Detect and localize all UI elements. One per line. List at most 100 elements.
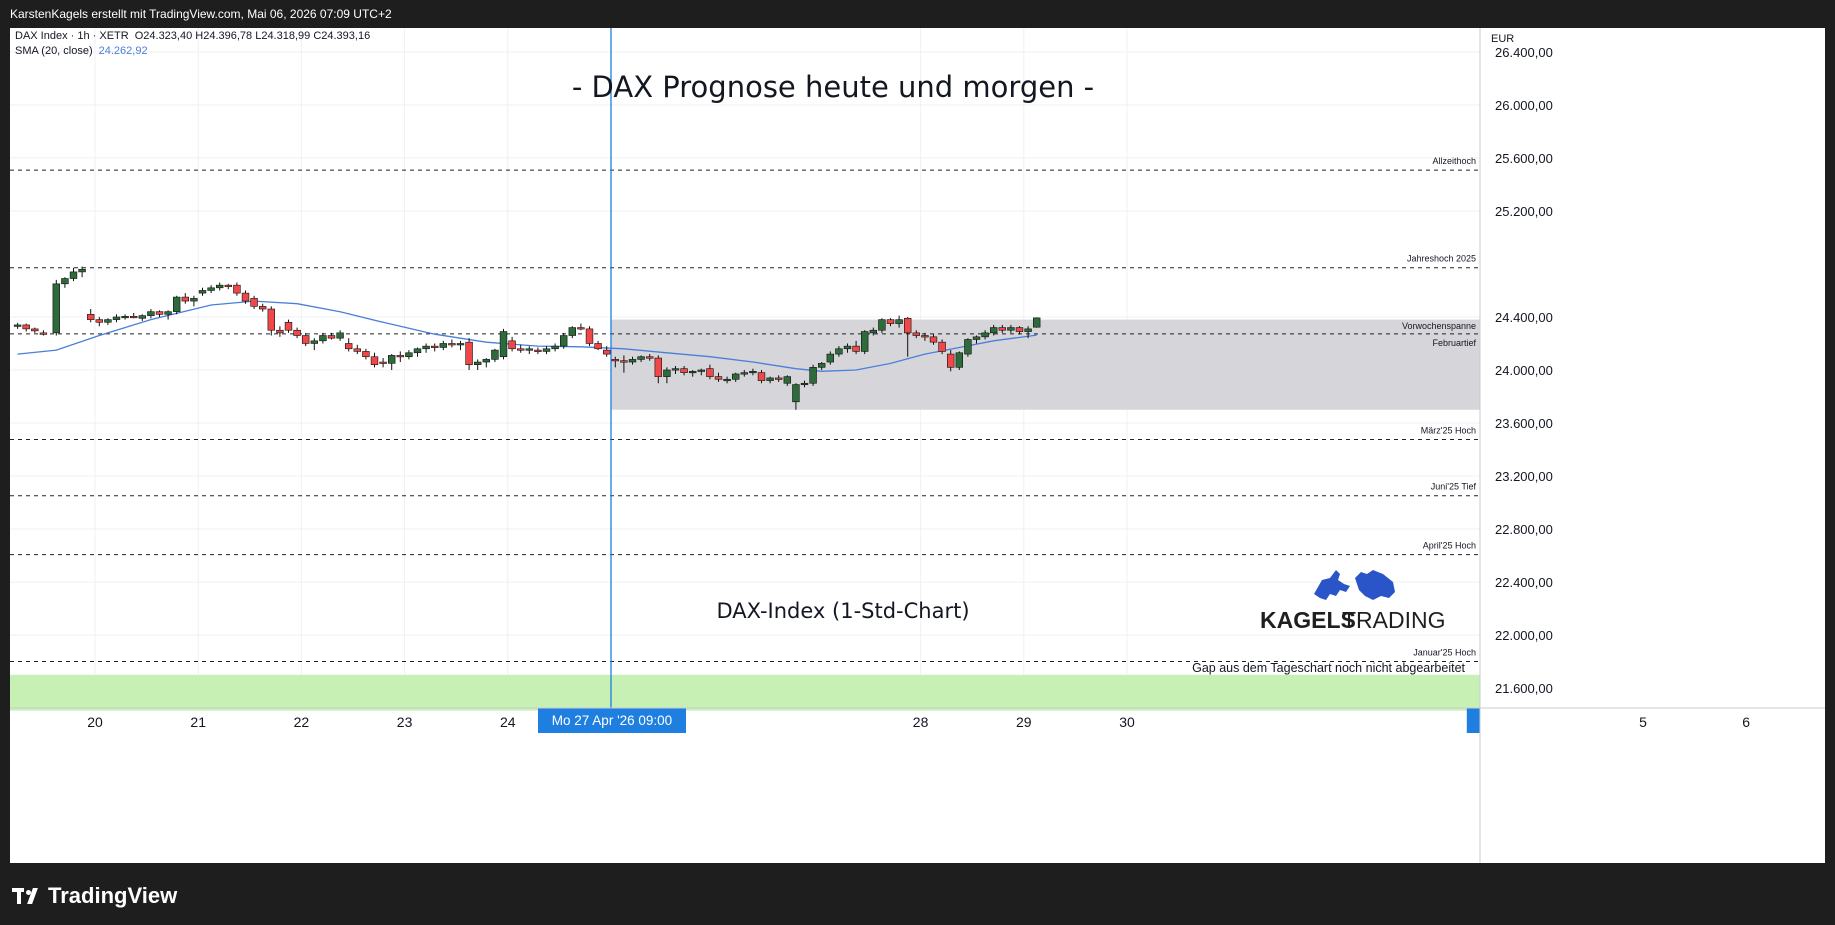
- candle: [319, 332, 327, 344]
- candle-body: [181, 296, 189, 302]
- candle: [852, 340, 860, 355]
- candle-body: [422, 345, 430, 350]
- candle-body: [61, 278, 69, 285]
- candle-body: [620, 360, 628, 363]
- candle-body: [413, 348, 422, 354]
- candle: [559, 332, 568, 349]
- x-tick-label: 21: [190, 714, 206, 730]
- sma-series: [17, 300, 1037, 372]
- legend-sma: SMA (20, close) 24.262,92: [15, 45, 148, 57]
- candle-body: [336, 332, 344, 339]
- candle: [766, 376, 774, 384]
- candle-body: [585, 328, 594, 344]
- candle: [714, 372, 723, 382]
- candle: [241, 290, 250, 304]
- candle: [87, 309, 95, 323]
- candle-body: [147, 311, 155, 316]
- candle-body: [1007, 327, 1015, 331]
- candle-body: [749, 371, 757, 374]
- candle-body: [491, 349, 499, 360]
- candle-body: [456, 343, 465, 346]
- candle: [52, 279, 61, 336]
- candle-body: [138, 315, 146, 319]
- candle: [13, 322, 22, 329]
- candle: [473, 359, 482, 370]
- candle-body: [706, 368, 714, 377]
- candle-body: [869, 329, 878, 334]
- candle-body: [663, 369, 671, 377]
- candle-body: [164, 311, 172, 315]
- candle-body: [577, 327, 585, 330]
- candle: [448, 339, 456, 348]
- candle: [1024, 326, 1032, 339]
- candle-body: [568, 327, 577, 336]
- candle-body: [216, 284, 224, 289]
- candle-body: [826, 353, 835, 363]
- candle-body: [628, 359, 637, 363]
- candlestick-chart[interactable]: Allzeithoch25.507,79Jahreshoch 202524.77…: [10, 28, 1825, 863]
- candle: [499, 328, 508, 360]
- candle: [869, 327, 878, 336]
- x-tick-label: 20: [87, 714, 103, 730]
- candle-body: [344, 343, 353, 350]
- x-tick-label: 30: [1119, 714, 1135, 730]
- candle-body: [276, 329, 284, 334]
- candle-body: [13, 324, 22, 327]
- candle: [353, 344, 361, 355]
- candle-body: [559, 335, 568, 347]
- gap-zone: [10, 674, 1480, 711]
- candle-body: [250, 298, 258, 307]
- candle: [456, 340, 465, 351]
- candle-body: [895, 319, 903, 324]
- candle: [998, 324, 1007, 333]
- candle-body: [766, 377, 774, 381]
- tradingview-logo[interactable]: TradingView: [12, 883, 177, 909]
- candle: [680, 366, 688, 376]
- candle: [198, 287, 207, 296]
- candles: [13, 266, 1041, 410]
- candle-body: [448, 343, 456, 346]
- candle-body: [1015, 327, 1024, 332]
- candle: [620, 355, 628, 373]
- candle-body: [95, 319, 104, 323]
- candle-body: [542, 348, 551, 352]
- candle: [22, 323, 30, 332]
- candle-body: [972, 336, 981, 340]
- candle-body: [508, 340, 516, 350]
- gap-note: Gap aus dem Tageschart noch nicht abgear…: [1192, 661, 1465, 675]
- currency-label: EUR: [1491, 33, 1514, 45]
- legend-symbol: DAX Index · 1h · XETR O24.323,40 H24.396,…: [15, 30, 370, 42]
- candle-body: [207, 287, 215, 291]
- level-label-februartief: Februartief: [1432, 338, 1476, 348]
- candle: [981, 330, 989, 340]
- candle: [637, 355, 645, 363]
- candle-body: [387, 355, 396, 364]
- candle: [972, 335, 981, 344]
- candle: [508, 336, 516, 352]
- candle: [130, 312, 138, 319]
- candle-body: [551, 345, 559, 350]
- candle: [731, 372, 740, 382]
- candle: [233, 282, 241, 296]
- candle-body: [860, 331, 869, 352]
- chart-area[interactable]: Allzeithoch25.507,79Jahreshoch 202524.77…: [10, 28, 1825, 863]
- candle: [611, 356, 620, 368]
- time-marker-label: Mo 27 Apr '26 09:00: [552, 713, 672, 728]
- range-box: [611, 319, 1480, 410]
- footer: TradingView: [0, 863, 1835, 925]
- candle-body: [516, 348, 525, 351]
- candle: [61, 277, 69, 288]
- candle-body: [465, 341, 473, 365]
- x-tick-label: 6: [1742, 714, 1750, 730]
- y-tick-label: 22.000,00: [1495, 628, 1553, 643]
- candle: [938, 339, 946, 355]
- candle: [327, 332, 336, 340]
- level-label-juni-25-tief: Juni'25 Tief: [1431, 482, 1477, 492]
- candle-body: [852, 345, 860, 352]
- candle-body: [809, 367, 817, 384]
- candle-body: [155, 311, 164, 315]
- y-tick-label: 24.400,00: [1495, 310, 1553, 325]
- candle: [104, 318, 112, 325]
- tradingview-icon: [12, 886, 42, 906]
- y-tick-label: 22.400,00: [1495, 575, 1553, 590]
